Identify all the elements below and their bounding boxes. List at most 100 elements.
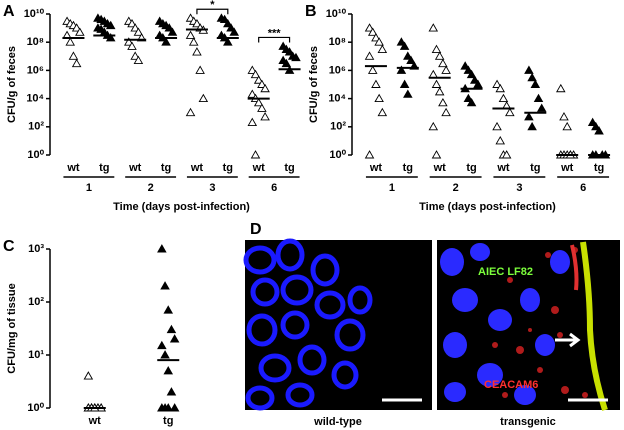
data-point bbox=[247, 117, 258, 127]
image-label: AIEC LF82 bbox=[478, 266, 533, 278]
data-point bbox=[431, 44, 442, 54]
data-point bbox=[160, 350, 170, 359]
data-point bbox=[257, 103, 267, 112]
y-tick-label: 10² bbox=[28, 296, 44, 308]
day-label: 3 bbox=[516, 182, 522, 194]
data-point bbox=[281, 58, 292, 68]
x-tick-label: tg bbox=[594, 162, 604, 174]
data-point bbox=[250, 150, 261, 159]
x-tick-label: wt bbox=[369, 162, 383, 174]
data-point bbox=[71, 58, 82, 68]
x-tick-label: wt bbox=[190, 162, 204, 174]
data-point bbox=[438, 58, 448, 68]
data-point bbox=[524, 65, 534, 74]
data-point bbox=[364, 150, 375, 159]
arrow bbox=[555, 332, 581, 348]
data-point bbox=[130, 23, 140, 32]
ceacam6-stain bbox=[492, 247, 588, 398]
data-point bbox=[556, 83, 566, 93]
data-point bbox=[463, 93, 474, 103]
data-point bbox=[466, 97, 477, 107]
data-point bbox=[498, 93, 509, 103]
x-tick-label: tg bbox=[403, 162, 413, 174]
data-point bbox=[163, 366, 174, 375]
data-point bbox=[71, 23, 82, 32]
data-point bbox=[428, 121, 439, 131]
data-point bbox=[364, 51, 375, 60]
data-point bbox=[441, 107, 451, 117]
data-point bbox=[367, 27, 378, 36]
data-point bbox=[247, 65, 258, 74]
data-point bbox=[166, 387, 177, 396]
panel-letter: B bbox=[305, 3, 317, 20]
nuclei bbox=[243, 238, 373, 411]
significance-label: * bbox=[210, 0, 215, 11]
y-tick-label: 10¹⁰ bbox=[24, 8, 45, 20]
data-point bbox=[223, 37, 233, 46]
data-point bbox=[223, 18, 233, 28]
panel-letter: D bbox=[250, 221, 262, 238]
data-point bbox=[124, 37, 134, 46]
y-tick-label: 10⁴ bbox=[328, 93, 346, 105]
x-tick-label: tg bbox=[530, 162, 540, 174]
data-point bbox=[495, 83, 506, 93]
x-axis-label: Time (days post-infection) bbox=[113, 201, 250, 213]
data-point bbox=[160, 281, 170, 290]
data-point bbox=[83, 371, 94, 380]
data-point bbox=[374, 93, 384, 103]
data-point bbox=[594, 126, 604, 135]
data-point bbox=[291, 52, 301, 62]
data-point bbox=[463, 65, 474, 74]
data-point bbox=[441, 65, 451, 74]
data-point bbox=[530, 79, 541, 88]
data-point bbox=[587, 117, 598, 127]
data-point bbox=[167, 27, 178, 36]
y-tick-label: 10² bbox=[330, 121, 346, 133]
data-point bbox=[473, 79, 483, 88]
nuclei bbox=[440, 243, 570, 405]
x-tick-label: wt bbox=[128, 162, 142, 174]
y-axis-label: CFU/mg of tissue bbox=[6, 283, 18, 373]
x-tick-label: tg bbox=[284, 162, 294, 174]
y-tick-label: 10⁸ bbox=[329, 36, 346, 48]
data-point bbox=[364, 23, 375, 32]
data-point bbox=[105, 20, 116, 30]
y-axis-label: CFU/g of feces bbox=[6, 46, 18, 123]
x-tick-label: tg bbox=[99, 162, 109, 174]
data-point bbox=[75, 27, 85, 36]
data-point bbox=[460, 61, 470, 70]
data-point bbox=[527, 121, 537, 131]
x-tick-label: wt bbox=[433, 162, 447, 174]
data-point bbox=[192, 18, 202, 28]
caption: wild-type bbox=[313, 416, 362, 428]
data-point bbox=[157, 244, 167, 253]
x-tick-label: wt bbox=[496, 162, 510, 174]
data-point bbox=[260, 83, 270, 93]
y-tick-label: 10⁶ bbox=[329, 64, 346, 76]
data-point bbox=[253, 97, 264, 107]
data-point bbox=[371, 79, 381, 88]
data-point bbox=[495, 135, 506, 145]
data-point bbox=[367, 65, 378, 74]
data-point bbox=[536, 103, 547, 112]
data-point bbox=[492, 79, 502, 88]
data-point bbox=[219, 14, 230, 24]
data-point bbox=[253, 75, 264, 84]
x-tick-label: wt bbox=[66, 162, 80, 174]
data-point bbox=[161, 37, 171, 46]
day-label: 2 bbox=[148, 182, 154, 194]
data-point bbox=[469, 75, 480, 84]
y-axis-label: CFU/g of feces bbox=[308, 46, 320, 123]
day-label: 6 bbox=[271, 182, 277, 194]
data-point bbox=[188, 37, 199, 46]
data-point bbox=[431, 79, 442, 88]
data-point bbox=[250, 69, 261, 79]
x-tick-label: tg bbox=[161, 162, 171, 174]
data-point bbox=[374, 37, 384, 46]
day-label: 2 bbox=[453, 182, 459, 194]
data-point bbox=[164, 23, 175, 32]
x-tick-label: tg bbox=[163, 415, 173, 427]
y-tick-label: 10⁴ bbox=[26, 93, 44, 105]
data-point bbox=[505, 107, 515, 117]
data-point bbox=[431, 150, 442, 159]
